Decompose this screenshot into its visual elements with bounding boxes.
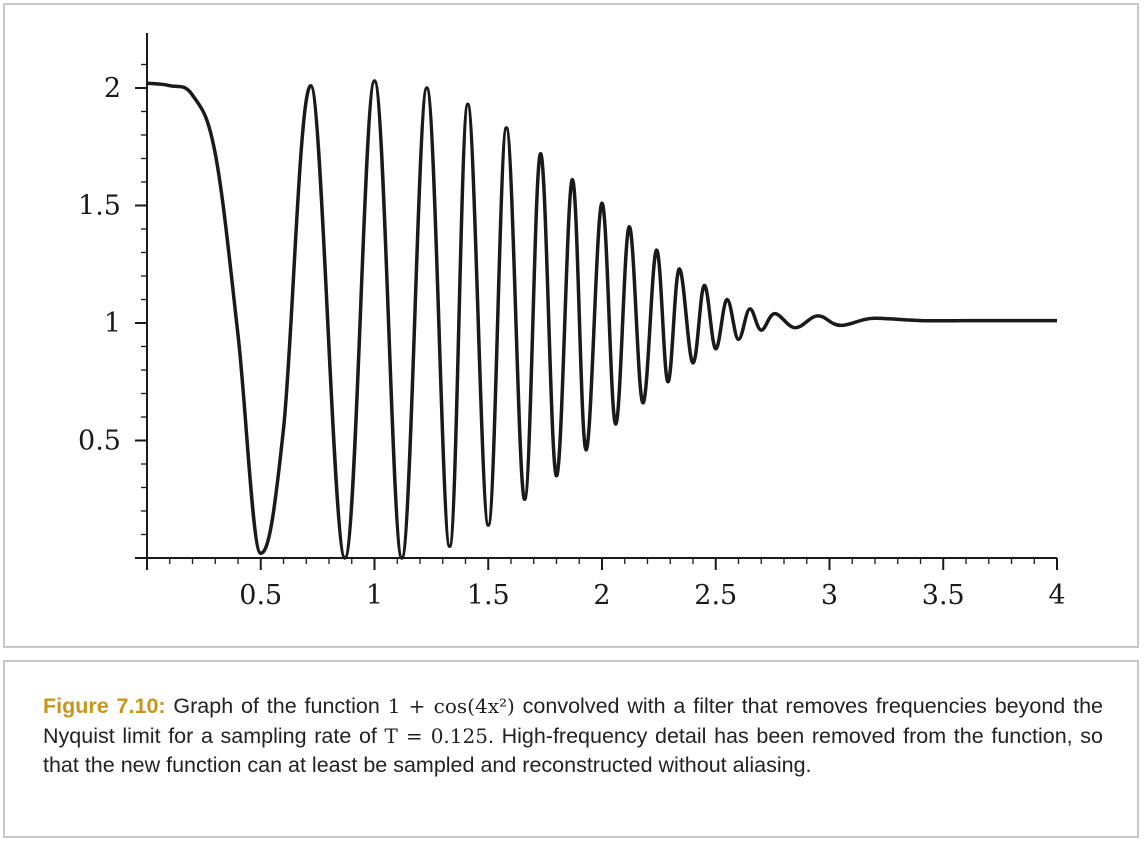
x-tick-label: 1.5 bbox=[467, 580, 510, 611]
x-tick-label: 2 bbox=[593, 580, 610, 611]
x-tick-label: 3 bbox=[821, 580, 838, 611]
figure-label: Figure 7.10: bbox=[43, 694, 166, 718]
caption-formula-1: 1 + cos(4x²) bbox=[387, 694, 515, 718]
y-tick-label: 1 bbox=[104, 308, 121, 339]
series-line bbox=[146, 79, 1057, 560]
caption-text-2: convolved with a filter that removes fre… bbox=[43, 694, 1103, 748]
caption-text-1: Graph of the function bbox=[165, 694, 388, 718]
x-tick-label: 2.5 bbox=[694, 580, 737, 611]
y-tick-label: 1.5 bbox=[78, 191, 121, 222]
y-tick-label: 2 bbox=[104, 73, 121, 104]
line-chart: 0.5 1 1.5 2 2.5 3 3.5 4 0.5 1 1.5 2 bbox=[78, 33, 1066, 611]
figure-caption: Figure 7.10: Graph of the function 1 + c… bbox=[43, 692, 1103, 781]
x-tick-label: 3.5 bbox=[922, 580, 965, 611]
caption-formula-2: T = 0.125 bbox=[384, 723, 488, 748]
caption-panel: Figure 7.10: Graph of the function 1 + c… bbox=[3, 660, 1139, 838]
x-tick-label: 4 bbox=[1048, 580, 1065, 611]
caption-text-3: . High-frequency detail has been removed… bbox=[43, 723, 1103, 778]
figure-panel: 0.5 1 1.5 2 2.5 3 3.5 4 0.5 1 1.5 2 bbox=[3, 3, 1139, 648]
y-tick-label: 0.5 bbox=[78, 426, 121, 457]
x-tick-label: 0.5 bbox=[239, 580, 282, 611]
x-tick-label: 1 bbox=[366, 580, 383, 611]
